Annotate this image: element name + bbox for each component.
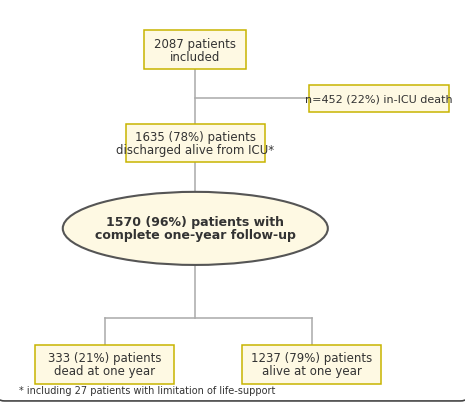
Text: 1237 (79%) patients: 1237 (79%) patients — [251, 352, 372, 365]
FancyBboxPatch shape — [309, 86, 449, 112]
Text: alive at one year: alive at one year — [262, 364, 361, 377]
Text: discharged alive from ICU*: discharged alive from ICU* — [116, 144, 274, 157]
Text: included: included — [170, 51, 220, 64]
Text: 1570 (96%) patients with: 1570 (96%) patients with — [106, 216, 284, 229]
Text: * including 27 patients with limitation of life-support: * including 27 patients with limitation … — [19, 385, 275, 395]
Text: 1635 (78%) patients: 1635 (78%) patients — [135, 131, 256, 144]
FancyBboxPatch shape — [35, 345, 174, 384]
Text: complete one-year follow-up: complete one-year follow-up — [95, 229, 296, 242]
FancyBboxPatch shape — [144, 31, 246, 70]
Text: 2087 patients: 2087 patients — [154, 38, 236, 51]
FancyBboxPatch shape — [242, 345, 381, 384]
FancyBboxPatch shape — [126, 124, 265, 163]
Ellipse shape — [63, 192, 328, 265]
Text: n=452 (22%) in-ICU death: n=452 (22%) in-ICU death — [305, 94, 453, 104]
Text: dead at one year: dead at one year — [54, 364, 155, 377]
Text: 333 (21%) patients: 333 (21%) patients — [48, 352, 161, 365]
